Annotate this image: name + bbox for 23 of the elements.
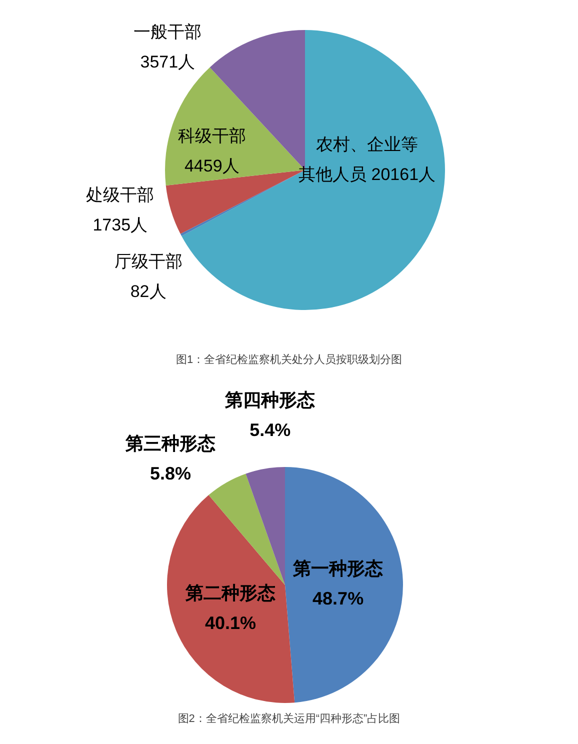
slice-label: 第一种形态 (292, 558, 384, 578)
data-label: 4459人 (184, 156, 240, 176)
slice-label: 一般干部 (134, 22, 202, 42)
slice-label: 科级干部 (178, 126, 246, 146)
slice-label: 第二种形态 (184, 583, 276, 604)
data-label: 48.7% (312, 588, 364, 608)
caption: 图1：全省纪检监察机关处分人员按职级划分图 (176, 353, 402, 366)
slice-label: 农村、企业等其他人员 20161人 (298, 135, 436, 184)
caption: 图2：全省纪检监察机关运用“四种形态”占比图 (178, 712, 400, 725)
slice-label: 第四种形态 (224, 390, 316, 410)
data-label: 1735人 (92, 215, 148, 234)
slice-label: 厅级干部 (114, 252, 182, 271)
data-label: 3571人 (140, 52, 196, 72)
pie-slice (167, 495, 295, 703)
slice-label: 第三种形态 (124, 433, 216, 454)
pie-slice (208, 474, 285, 585)
data-label: 82人 (130, 282, 166, 301)
slice-label: 处级干部 (86, 185, 154, 204)
pie-slice (285, 467, 403, 703)
data-label: 5.4% (250, 420, 291, 440)
data-label: 5.8% (150, 463, 192, 484)
data-label: 40.1% (204, 613, 256, 634)
pie-slice (246, 467, 285, 585)
